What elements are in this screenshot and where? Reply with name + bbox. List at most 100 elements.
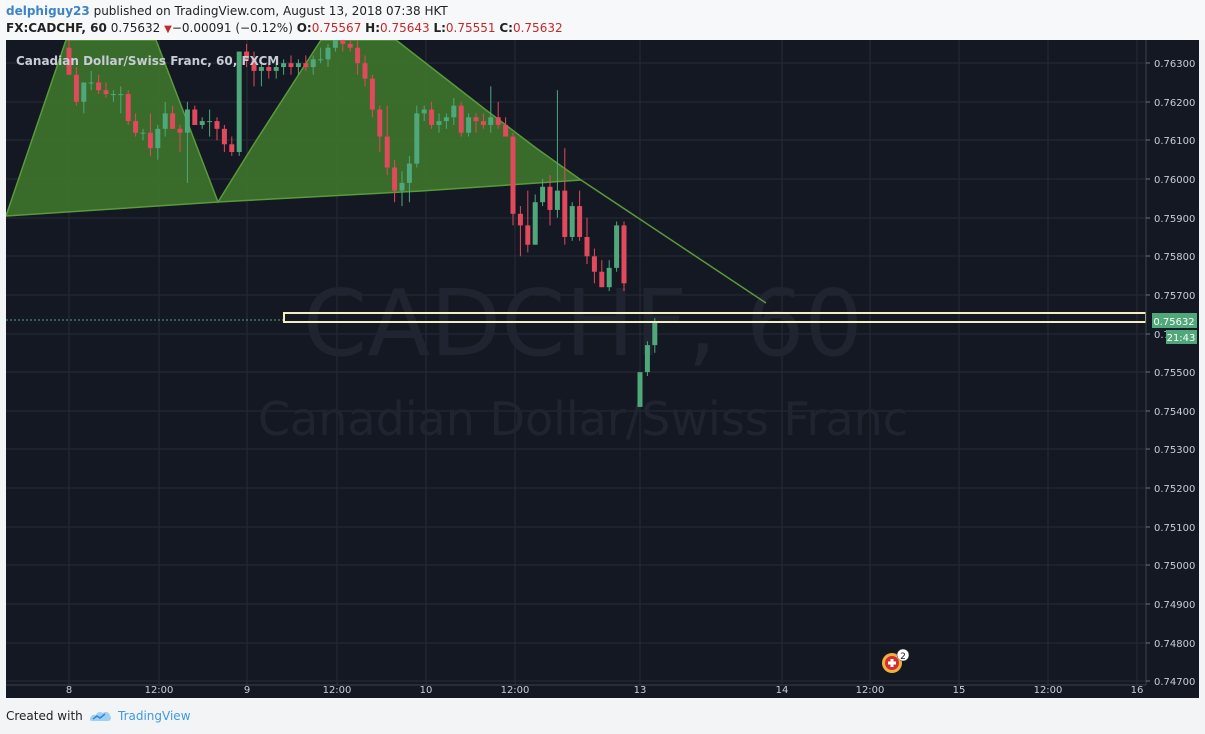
candles	[66, 32, 658, 407]
candle[interactable]	[466, 113, 472, 137]
candle[interactable]	[547, 175, 553, 226]
candle[interactable]	[621, 221, 627, 292]
author-link[interactable]: delphiguy23	[6, 4, 90, 18]
candle[interactable]	[88, 70, 94, 91]
candle-body	[606, 267, 612, 288]
tradingview-link[interactable]: TradingView	[118, 709, 191, 723]
candle[interactable]	[488, 86, 494, 133]
candle[interactable]	[184, 101, 190, 183]
candle[interactable]	[577, 190, 583, 241]
event-count-badge	[896, 648, 910, 662]
high-label: H:	[365, 21, 380, 35]
candle[interactable]	[251, 51, 257, 87]
candle[interactable]	[584, 217, 590, 265]
candle[interactable]	[644, 341, 650, 377]
candle[interactable]	[569, 202, 575, 241]
price-axis[interactable]	[1146, 40, 1199, 685]
candle[interactable]	[606, 260, 612, 292]
economic-event-marker[interactable]: 2	[882, 648, 910, 673]
candle-body	[362, 63, 368, 79]
candle[interactable]	[510, 132, 516, 226]
candle[interactable]	[517, 206, 523, 257]
candle[interactable]	[273, 63, 279, 79]
candle[interactable]	[540, 179, 546, 207]
candle[interactable]	[377, 105, 383, 153]
candle[interactable]	[133, 113, 139, 137]
candle[interactable]	[406, 155, 412, 203]
publish-line: delphiguy23 published on TradingView.com…	[6, 4, 448, 18]
candle[interactable]	[614, 221, 620, 272]
candle[interactable]	[73, 67, 79, 106]
candle[interactable]	[288, 55, 294, 75]
candle[interactable]	[637, 372, 643, 407]
candle[interactable]	[591, 248, 597, 284]
candlestick-chart[interactable]: CADCHF, 60 Canadian Dollar/Swiss Franc C…	[4, 32, 1199, 698]
candle[interactable]	[525, 190, 531, 253]
candle[interactable]	[192, 105, 198, 125]
candle[interactable]	[81, 82, 87, 114]
candle[interactable]	[392, 159, 398, 203]
candle[interactable]	[355, 32, 361, 75]
candle[interactable]	[429, 101, 435, 129]
candle[interactable]	[207, 109, 213, 137]
candle[interactable]	[236, 51, 242, 156]
candle[interactable]	[318, 47, 324, 64]
candle-body	[532, 202, 538, 245]
candle[interactable]	[266, 63, 272, 79]
neckline-extension[interactable]	[580, 179, 767, 304]
candle[interactable]	[147, 113, 153, 156]
candle[interactable]	[325, 43, 331, 68]
time-axis[interactable]	[6, 685, 1146, 698]
high-value: 0.75643	[380, 21, 430, 35]
candle[interactable]	[362, 55, 368, 87]
price-badge	[1152, 313, 1197, 328]
candle[interactable]	[532, 194, 538, 245]
candle[interactable]	[303, 55, 309, 71]
published-text: published on TradingView.com, August 13,…	[93, 4, 448, 18]
candle[interactable]	[473, 113, 479, 133]
candle[interactable]	[258, 63, 264, 87]
candle[interactable]	[414, 105, 420, 168]
candle[interactable]	[229, 136, 235, 156]
candle[interactable]	[170, 105, 176, 129]
candle[interactable]	[562, 148, 568, 245]
candle[interactable]	[458, 101, 464, 137]
candle[interactable]	[221, 124, 227, 153]
candle[interactable]	[421, 105, 427, 122]
candle[interactable]	[96, 74, 102, 95]
candle[interactable]	[503, 117, 509, 137]
y-tick-label: 0.75900	[1154, 214, 1195, 225]
candle[interactable]	[125, 90, 131, 125]
candle[interactable]	[384, 105, 390, 176]
candle[interactable]	[295, 59, 301, 75]
candle[interactable]	[199, 117, 205, 129]
candle[interactable]	[162, 101, 168, 137]
candle[interactable]	[118, 86, 124, 114]
candle[interactable]	[554, 90, 560, 218]
candle[interactable]	[66, 32, 72, 75]
candle[interactable]	[443, 113, 449, 129]
candle[interactable]	[155, 124, 161, 160]
candle[interactable]	[495, 101, 501, 129]
candle-body	[525, 225, 531, 245]
candle[interactable]	[140, 128, 146, 141]
candle[interactable]	[399, 171, 405, 207]
tradingview-logo-icon[interactable]	[88, 708, 112, 724]
candle[interactable]	[281, 59, 287, 75]
candle[interactable]	[436, 113, 442, 133]
candle[interactable]	[244, 43, 250, 68]
candle[interactable]	[652, 318, 658, 353]
candle[interactable]	[369, 74, 375, 118]
candle[interactable]	[214, 117, 220, 141]
chart-area[interactable]: CADCHF, 60 Canadian Dollar/Swiss Franc C…	[4, 32, 1199, 698]
candle[interactable]	[599, 260, 605, 288]
close-value: 0.75632	[512, 21, 563, 35]
candle[interactable]	[110, 90, 116, 102]
head-and-shoulders-pattern[interactable]	[4, 39, 584, 217]
candle[interactable]	[310, 55, 316, 75]
x-tick-label: 12:00	[145, 685, 174, 696]
candle[interactable]	[480, 113, 486, 129]
candle[interactable]	[451, 97, 457, 125]
candle[interactable]	[103, 82, 109, 98]
candle[interactable]	[177, 124, 183, 153]
